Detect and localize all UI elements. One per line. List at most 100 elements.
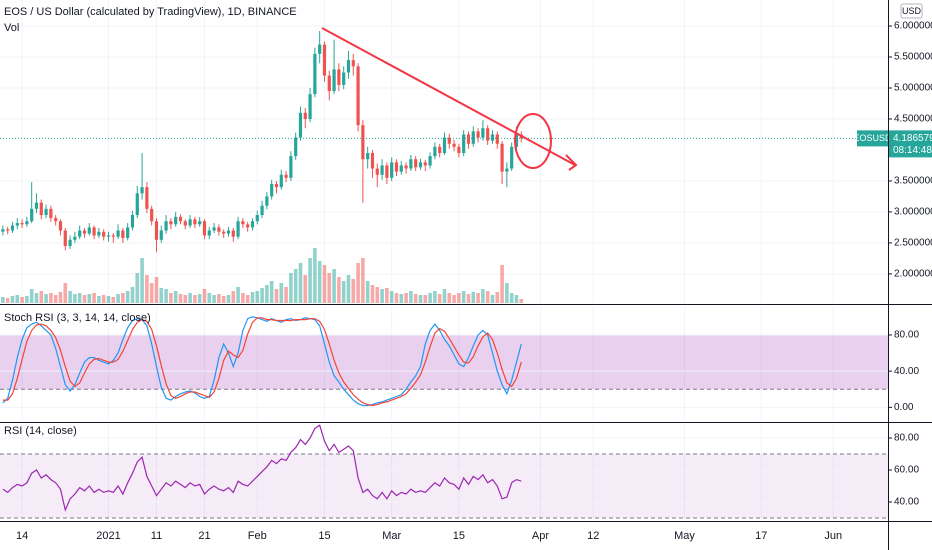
volume-bar [5, 298, 10, 303]
candle-body [236, 221, 240, 237]
symbol-box [857, 130, 888, 147]
x-tick-label: 21 [198, 530, 210, 542]
volume-bar [149, 283, 154, 303]
volume-bar [207, 293, 212, 303]
candle-body [20, 223, 24, 225]
candle-body [178, 216, 183, 222]
candle-body [433, 146, 437, 157]
volume-bar [375, 287, 380, 303]
candle-body [92, 227, 96, 236]
x-tick-label: 15 [318, 530, 330, 542]
volume-bar [241, 293, 245, 303]
candle-body [135, 193, 139, 216]
candle-body [222, 231, 226, 234]
candle-body [82, 230, 87, 234]
volume-bar [63, 283, 68, 303]
volume-bar [116, 294, 120, 303]
candle-body [116, 230, 120, 237]
candle-body [505, 168, 509, 172]
candle-body [466, 134, 471, 144]
volume-bar [92, 293, 96, 303]
volume-bar [313, 248, 317, 303]
volume-bar [514, 295, 519, 303]
volume-bar [34, 293, 39, 303]
volume-bar [389, 291, 394, 303]
volume-bar [106, 296, 111, 303]
volume-bar [279, 283, 284, 303]
x-tick-label: 2021 [96, 530, 120, 542]
volume-bar [476, 293, 480, 303]
volume-bar [466, 294, 471, 303]
volume-bar [461, 291, 466, 303]
volume-bar [39, 291, 44, 303]
candle-body [174, 216, 178, 225]
candle-body [486, 128, 490, 141]
volume-bar [135, 273, 140, 303]
candle-body [380, 165, 384, 175]
candle-body [409, 159, 413, 169]
candle-body [58, 221, 63, 231]
volume-bar [231, 291, 236, 303]
volume-bar [159, 288, 164, 303]
volume-bar [293, 269, 298, 303]
candle-body [481, 128, 485, 138]
volume-bar [385, 288, 389, 303]
volume-bar [409, 291, 413, 303]
volume-bar [164, 289, 168, 303]
y-tick-label: 3.0000000 [894, 207, 932, 218]
x-tick-label: 12 [587, 530, 599, 542]
candle-body [130, 215, 135, 228]
candle-body [414, 159, 418, 168]
volume-bar [260, 288, 264, 303]
volume-bar [15, 295, 20, 303]
volume-bar [193, 295, 197, 303]
candle-body [121, 230, 125, 238]
candle-body [279, 174, 283, 188]
candle-body [145, 187, 149, 209]
volume-bar [68, 291, 72, 303]
countdown-label: 08:14:48 [893, 145, 932, 156]
candle-body [351, 60, 355, 67]
candle-body [510, 146, 514, 169]
volume-bar [145, 275, 149, 303]
candle-body [423, 162, 427, 166]
volume-bar [485, 291, 490, 303]
candle-body [49, 208, 53, 219]
candle-body [126, 227, 130, 238]
candle-body [294, 137, 298, 157]
candle-body [44, 208, 48, 216]
candle-body [68, 239, 72, 246]
y-tick-label: 40.00 [894, 366, 919, 377]
chart-title: EOS / US Dollar (calculated by TradingVi… [4, 6, 297, 18]
volume-bar [327, 273, 332, 303]
x-tick-label: Feb [248, 530, 267, 542]
candle-body [457, 146, 461, 154]
candle-body [169, 221, 173, 225]
candle-body [490, 134, 495, 141]
y-tick-label: 80.00 [894, 433, 919, 444]
volume-bar [255, 291, 260, 303]
candle-body [270, 184, 274, 197]
volume-bar [356, 263, 360, 303]
candle-body [246, 224, 250, 228]
candle-body [54, 218, 58, 222]
volume-bar [236, 287, 240, 303]
candle-body [385, 165, 389, 178]
candle-body [366, 153, 370, 160]
volume-bar [197, 294, 202, 303]
series-line [2, 317, 522, 407]
candle-body [78, 230, 82, 237]
volume-bar [322, 265, 327, 303]
candle-body [308, 94, 312, 119]
y-tick-label: 0.00 [894, 402, 914, 413]
volume-bar [183, 295, 188, 303]
volume-bar [298, 263, 303, 303]
symbol-label: EOSUSD [853, 133, 892, 143]
candle-body [34, 202, 39, 209]
candle-body [260, 205, 264, 216]
volume-bar [505, 283, 509, 303]
y-tick-label: 80.00 [894, 330, 919, 341]
candle-body [250, 221, 255, 228]
candle-body [375, 168, 379, 175]
y-tick-label: 3.5000000 [894, 176, 932, 187]
